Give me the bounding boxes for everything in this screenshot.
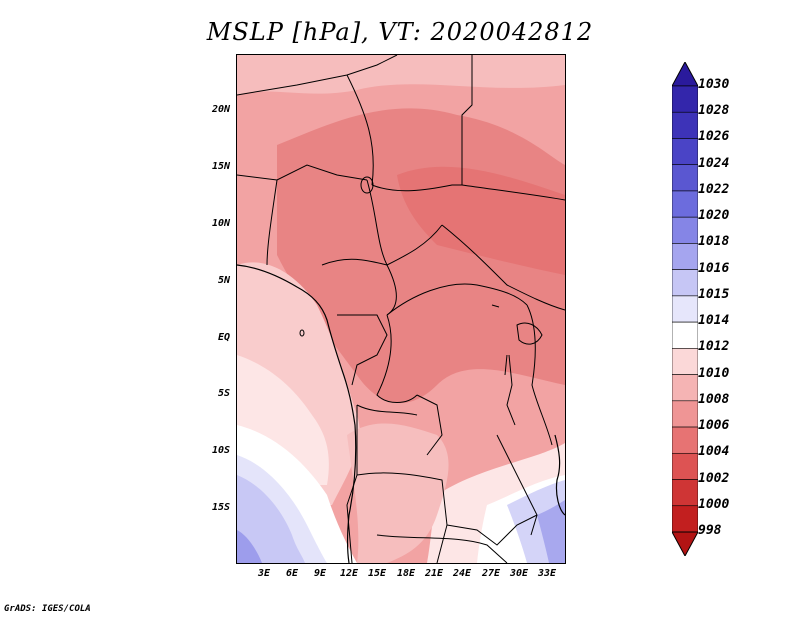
- colorbar-label: 1006: [698, 418, 730, 434]
- map-title: MSLP [hPa], VT: 2020042812: [206, 18, 594, 46]
- colorbar-segment: [671, 374, 699, 402]
- colorbar-segment: [671, 243, 699, 270]
- bioko-island: [299, 329, 305, 337]
- lakes: [360, 176, 543, 536]
- colorbar-segment: [671, 426, 699, 454]
- x-tick-12e: 12E: [339, 568, 359, 579]
- colorbar-label: 1030: [698, 77, 730, 92]
- border-line: [237, 164, 368, 181]
- border-line: [386, 283, 528, 316]
- border-line: [441, 224, 565, 311]
- x-tick-9e: 9E: [313, 568, 327, 579]
- country-borders: [237, 55, 565, 563]
- x-tick-27e: 27E: [481, 568, 501, 579]
- colorbar-label: 1004: [698, 444, 730, 460]
- border-line: [461, 55, 473, 185]
- colorbar-bottom-arrow: [671, 531, 699, 558]
- border-line: [526, 304, 553, 446]
- colorbar-label: 1008: [698, 391, 730, 407]
- east-coastline: [554, 434, 565, 516]
- border-line: [371, 184, 462, 192]
- pressure-field-se-1018: [537, 500, 565, 563]
- colorbar-label: 1020: [698, 208, 730, 224]
- west-coastline: [237, 264, 357, 563]
- colorbar-label: 1014: [698, 313, 730, 329]
- x-tick-3e: 3E: [257, 568, 271, 579]
- colorbar-label: 1002: [698, 470, 730, 486]
- colorbar-segment: [671, 164, 699, 192]
- colorbar-segment: [671, 505, 699, 533]
- x-tick-30e: 30E: [509, 568, 529, 579]
- border-line: [356, 472, 448, 563]
- colorbar-label: 1000: [698, 496, 730, 512]
- border-line: [446, 514, 538, 546]
- colorbar-label: 1015: [698, 286, 730, 302]
- lake-albert: [491, 304, 500, 308]
- lake-kivu: [504, 354, 508, 376]
- x-tick-21e: 21E: [424, 568, 444, 579]
- x-tick-18e: 18E: [396, 568, 416, 579]
- colorbar-label: 1028: [698, 103, 730, 119]
- colorbar-segment: [671, 348, 699, 375]
- colorbar-segment: [671, 452, 699, 480]
- colorbar-label: 998: [698, 523, 722, 538]
- y-tick-5s: 5S: [217, 388, 230, 399]
- colorbar-segment: [671, 295, 699, 323]
- colorbar-segment: [671, 216, 699, 244]
- y-tick-5n: 5N: [217, 275, 230, 286]
- colorbar-segment: [671, 111, 699, 139]
- pressure-field-south-interior: [347, 423, 449, 563]
- y-tick-20n: 20N: [211, 104, 230, 115]
- pressure-field-north: [237, 55, 565, 95]
- colorbar-label: 1022: [698, 181, 730, 197]
- grads-credit: GrADS: IGES/COLA: [4, 604, 91, 614]
- colorbar-segment: [671, 85, 699, 113]
- colorbar-top-arrow: [671, 60, 699, 87]
- border-line: [321, 258, 397, 316]
- border-line: [346, 74, 374, 186]
- border-line: [416, 394, 443, 456]
- mslp-map: [236, 54, 566, 564]
- border-line: [461, 184, 565, 201]
- x-tick-15e: 15E: [367, 568, 387, 579]
- border-line: [376, 314, 418, 403]
- x-tick-33e: 33E: [537, 568, 557, 579]
- border-line: [496, 434, 528, 496]
- lake-victoria: [516, 322, 543, 345]
- pressure-field-1018: [237, 475, 305, 563]
- y-tick-10n: 10N: [211, 218, 230, 229]
- border-line: [337, 314, 388, 386]
- colorbar-label: 1012: [698, 339, 730, 355]
- border-line: [346, 405, 358, 563]
- border-line: [376, 534, 508, 563]
- colorbar: [671, 60, 699, 558]
- x-tick-24e: 24E: [452, 568, 472, 579]
- colorbar-segment: [671, 321, 699, 349]
- lake-chad: [360, 176, 374, 194]
- colorbar-label: 1016: [698, 260, 730, 276]
- y-tick-eq: EQ: [217, 332, 230, 343]
- border-line: [356, 404, 418, 416]
- lake-tanganyika: [506, 354, 516, 426]
- colorbar-graphic: [671, 60, 699, 558]
- colorbar-segment: [671, 138, 699, 166]
- colorbar-segment: [671, 479, 699, 507]
- x-tick-6e: 6E: [285, 568, 299, 579]
- y-tick-15n: 15N: [211, 161, 230, 172]
- colorbar-segment: [671, 269, 699, 297]
- y-tick-10s: 10S: [211, 445, 230, 456]
- colorbar-label: 1010: [698, 365, 730, 381]
- pressure-field-1020: [237, 530, 262, 563]
- colorbar-label: 1024: [698, 155, 730, 171]
- colorbar-segment: [671, 190, 699, 218]
- lake-malawi: [526, 494, 538, 536]
- y-tick-15s: 15S: [211, 502, 230, 513]
- map-fill: [237, 55, 565, 563]
- colorbar-label: 1018: [698, 234, 730, 250]
- colorbar-segment: [671, 400, 699, 428]
- colorbar-label: 1026: [698, 129, 730, 145]
- border-line: [266, 179, 278, 266]
